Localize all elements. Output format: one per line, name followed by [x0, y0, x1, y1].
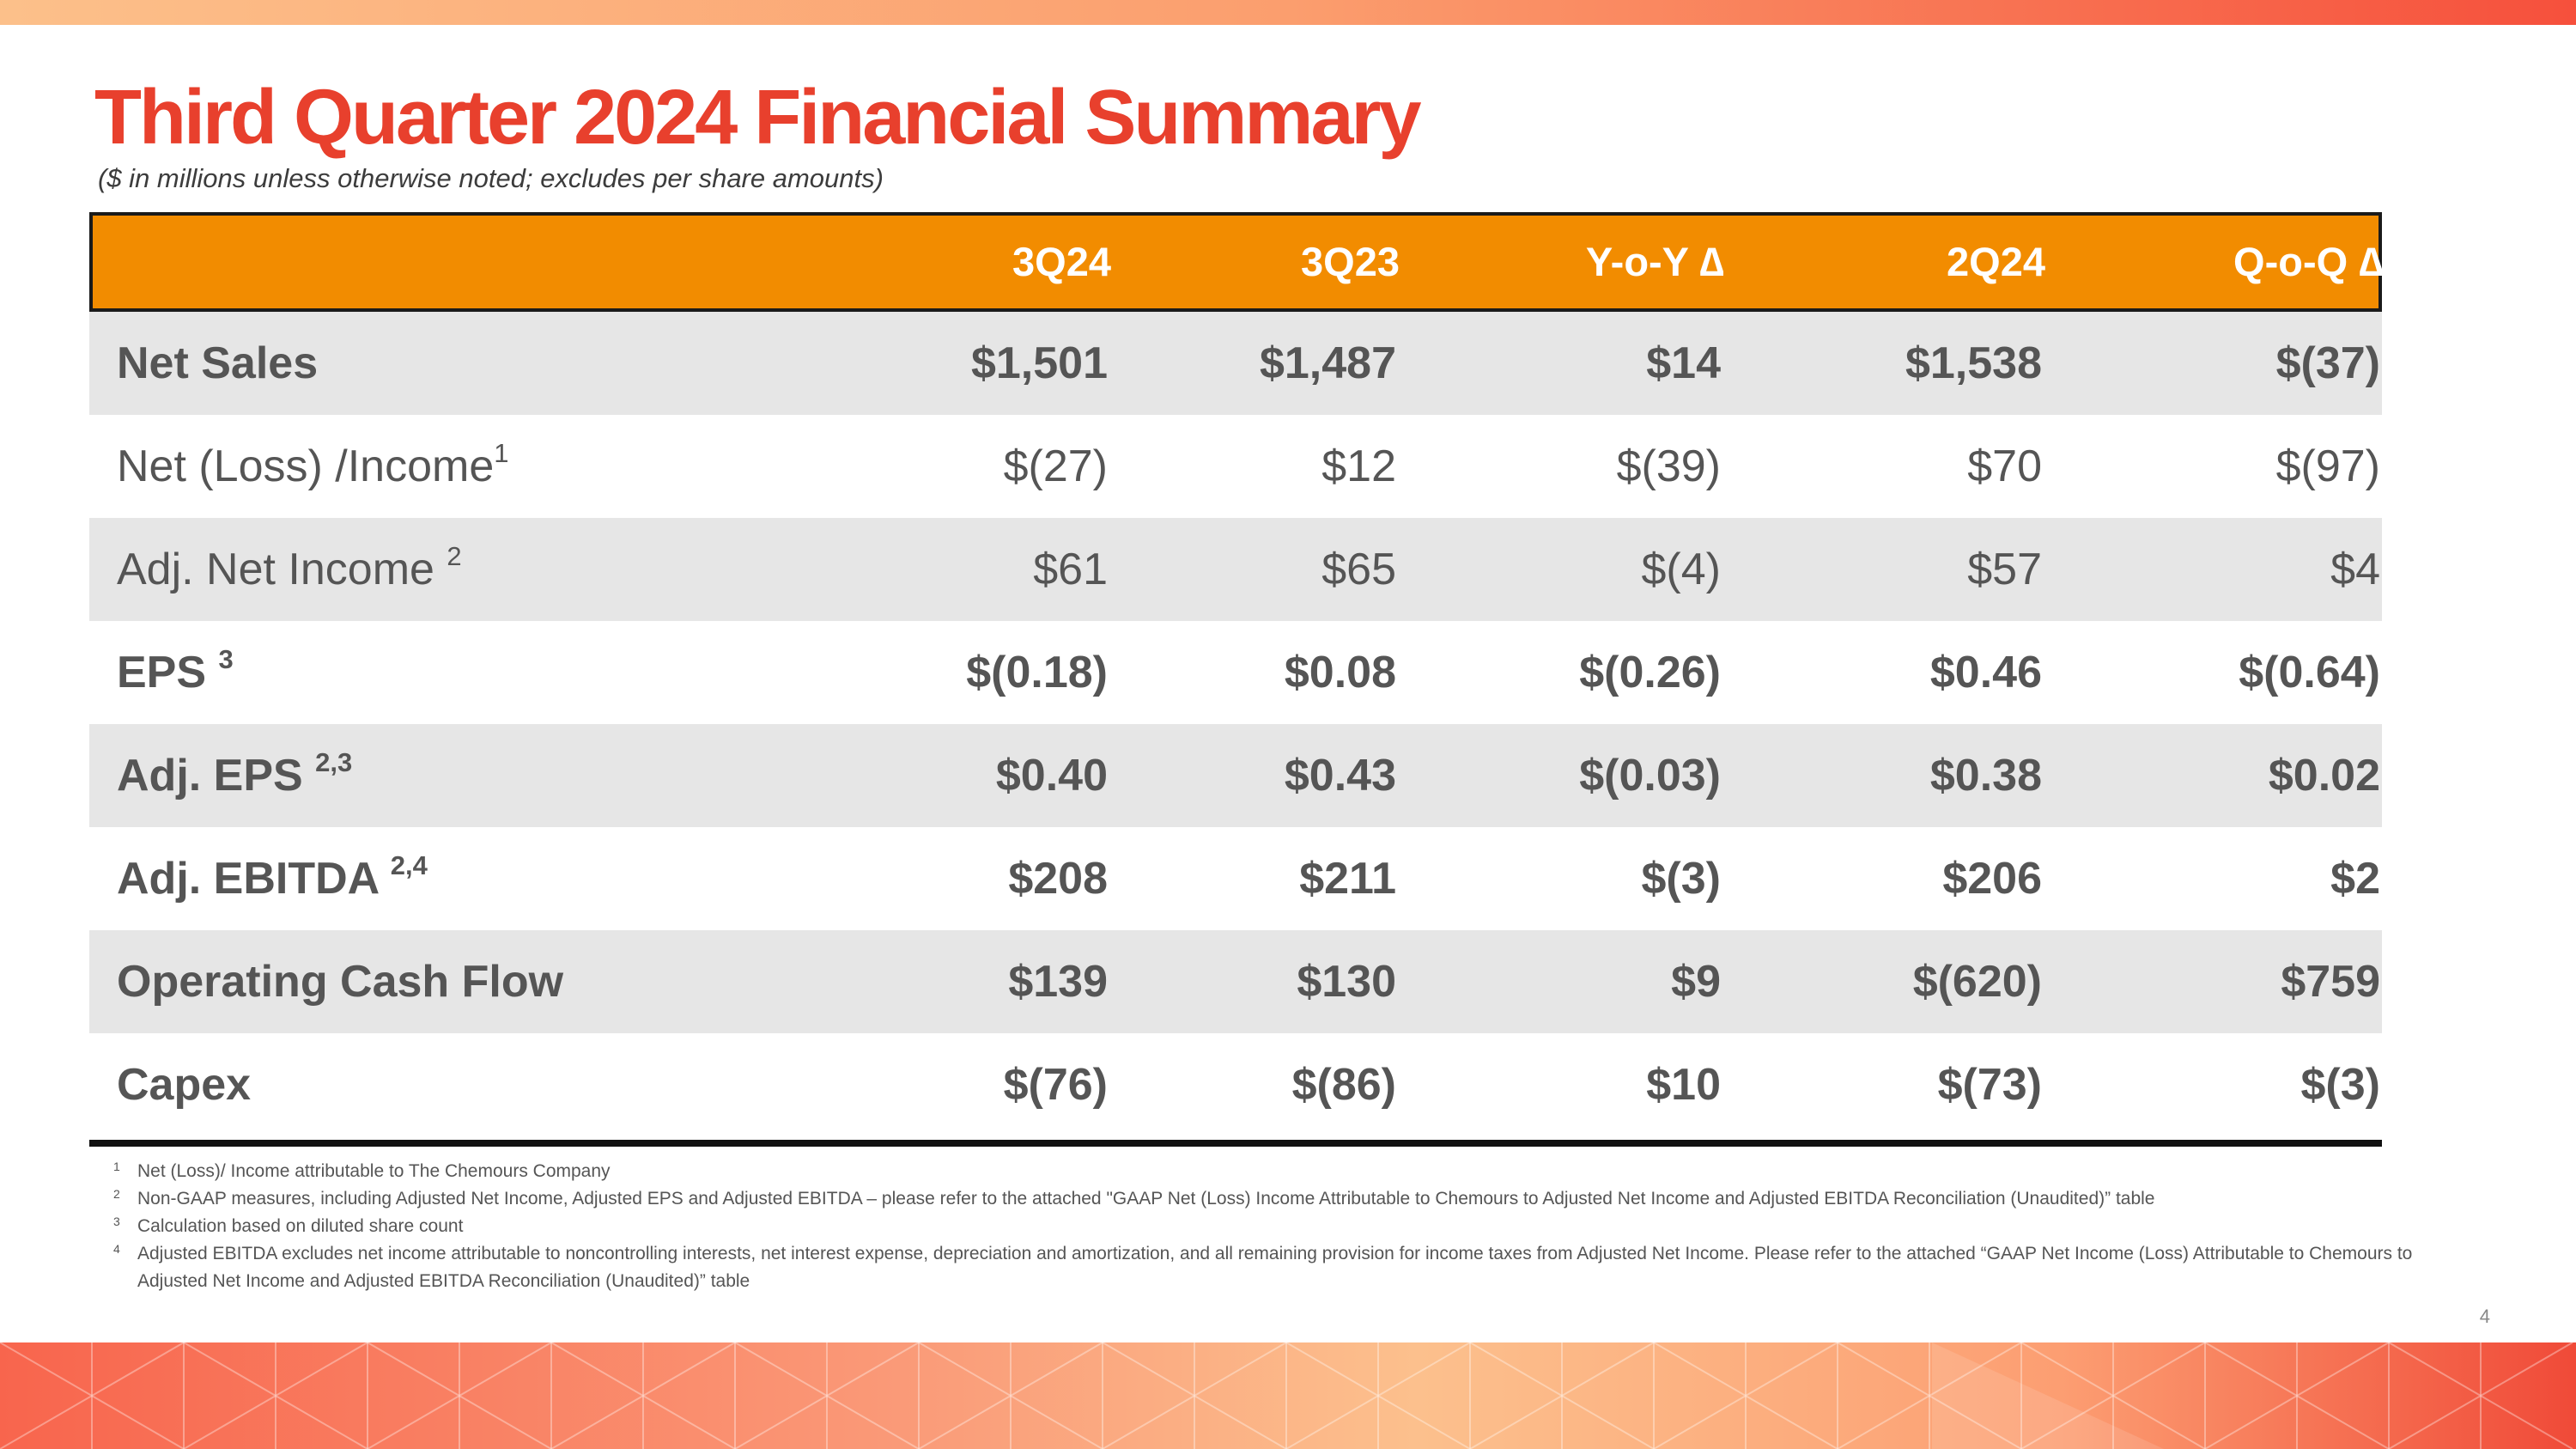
cell-3q23: $12: [1321, 441, 1396, 491]
row-label: Net (Loss) /Income1: [117, 438, 509, 491]
cell-2q24: $57: [1967, 545, 2042, 594]
row-label: Adj. Net Income 2: [117, 541, 462, 594]
footnotes: 1 Net (Loss)/ Income attributable to The…: [113, 1158, 2466, 1295]
table-row-eps: EPS 3 $(0.18) $0.08 $(0.26) $0.46 $(0.64…: [89, 621, 2382, 724]
cell-3q24: $208: [1008, 854, 1108, 904]
cell-yoy: $14: [1646, 338, 1721, 388]
cell-3q24: $61: [1033, 545, 1108, 594]
footnote-number: 1: [113, 1160, 120, 1173]
cell-3q24: $(76): [1003, 1060, 1108, 1110]
cell-2q24: $206: [1942, 854, 2042, 904]
table-row-adj-ebitda: Adj. EBITDA 2,4 $208 $211 $(3) $206 $2: [89, 827, 2382, 930]
cell-3q24: $(27): [1003, 441, 1108, 491]
table-header: 3Q24 3Q23 Y-o-Y ∆ 2Q24 Q-o-Q ∆: [89, 212, 2384, 312]
cell-2q24: $1,538: [1905, 338, 2042, 388]
footnote-text: Net (Loss)/ Income attributable to The C…: [137, 1161, 611, 1181]
footnote-text: Adjusted EBITDA excludes net income attr…: [137, 1244, 2413, 1291]
cell-3q23: $1,487: [1259, 338, 1396, 388]
row-label: Capex: [117, 1060, 252, 1110]
table-row-net-sales: Net Sales $1,501 $1,487 $14 $1,538 $(37): [89, 312, 2382, 415]
cell-3q23: $(86): [1291, 1060, 1396, 1110]
page-number: 4: [2479, 1306, 2490, 1327]
table-bottom-rule: [89, 1140, 2382, 1147]
footnote-3: 3 Calculation based on diluted share cou…: [113, 1213, 2466, 1240]
footnote-number: 2: [113, 1187, 120, 1201]
cell-qoq: $759: [2281, 957, 2380, 1007]
cell-yoy: $10: [1646, 1060, 1721, 1110]
cell-3q24: $0.40: [995, 751, 1108, 801]
cell-yoy: $(3): [1641, 854, 1721, 904]
cell-yoy: $(0.26): [1579, 648, 1721, 697]
cell-3q23: $0.43: [1284, 751, 1396, 801]
column-header-2q24: 2Q24: [1947, 239, 2045, 284]
cell-2q24: $70: [1967, 441, 2042, 491]
cell-yoy: $9: [1671, 957, 1721, 1007]
cell-2q24: $(73): [1937, 1060, 2042, 1110]
column-header-qoq-delta: Q-o-Q ∆: [2233, 239, 2384, 284]
row-label: EPS 3: [117, 644, 234, 697]
cell-3q24: $(0.18): [966, 648, 1108, 697]
cell-yoy: $(0.03): [1579, 751, 1721, 801]
footnote-4: 4 Adjusted EBITDA excludes net income at…: [113, 1240, 2466, 1295]
row-label: Adj. EBITDA 2,4: [117, 850, 428, 904]
footnote-number: 4: [113, 1242, 120, 1256]
table-row-capex: Capex $(76) $(86) $10 $(73) $(3): [89, 1033, 2382, 1136]
table-row-operating-cash-flow: Operating Cash Flow $139 $130 $9 $(620) …: [89, 930, 2382, 1033]
cell-3q24: $1,501: [970, 338, 1108, 388]
row-label: Net Sales: [117, 338, 319, 388]
row-label: Adj. EPS 2,3: [117, 747, 353, 801]
cell-qoq: $(97): [2275, 441, 2380, 491]
top-accent-bar: [0, 0, 2576, 25]
cell-qoq: $(3): [2300, 1060, 2380, 1110]
bottom-decorative-band: [0, 1342, 2576, 1449]
column-header-3q23: 3Q23: [1301, 239, 1400, 284]
column-header-3q24: 3Q24: [1012, 239, 1111, 284]
column-header-yoy-delta: Y-o-Y ∆: [1585, 239, 1724, 284]
cell-qoq: $4: [2330, 545, 2380, 594]
cell-qoq: $0.02: [2268, 751, 2380, 801]
table-row-adj-net-income: Adj. Net Income 2 $61 $65 $(4) $57 $4: [89, 518, 2382, 621]
cell-qoq: $(37): [2275, 338, 2380, 388]
cell-3q24: $139: [1008, 957, 1108, 1007]
footnote-1: 1 Net (Loss)/ Income attributable to The…: [113, 1158, 2466, 1185]
cell-2q24: $(620): [1912, 957, 2042, 1007]
triangle-pattern-graphic: [0, 1342, 2573, 1449]
financial-summary-table: 3Q24 3Q23 Y-o-Y ∆ 2Q24 Q-o-Q ∆ Net Sales…: [89, 212, 2384, 1147]
footnote-number: 3: [113, 1215, 120, 1228]
cell-yoy: $(4): [1641, 545, 1721, 594]
footnote-2: 2 Non-GAAP measures, including Adjusted …: [113, 1185, 2466, 1213]
cell-2q24: $0.38: [1929, 751, 2042, 801]
page-subtitle: ($ in millions unless otherwise noted; e…: [98, 163, 884, 193]
cell-2q24: $0.46: [1929, 648, 2042, 697]
row-label: Operating Cash Flow: [117, 957, 564, 1007]
footnote-text: Calculation based on diluted share count: [137, 1216, 464, 1236]
cell-3q23: $130: [1297, 957, 1396, 1007]
cell-yoy: $(39): [1616, 441, 1721, 491]
cell-qoq: $2: [2330, 854, 2380, 904]
table-row-net-loss-income: Net (Loss) /Income1 $(27) $12 $(39) $70 …: [89, 415, 2382, 518]
table-row-adj-eps: Adj. EPS 2,3 $0.40 $0.43 $(0.03) $0.38 $…: [89, 724, 2382, 827]
footnote-text: Non-GAAP measures, including Adjusted Ne…: [137, 1189, 2155, 1209]
page-title: Third Quarter 2024 Financial Summary: [94, 75, 1422, 161]
cell-3q23: $65: [1321, 545, 1396, 594]
cell-3q23: $211: [1299, 854, 1396, 904]
cell-3q23: $0.08: [1284, 648, 1396, 697]
cell-qoq: $(0.64): [2239, 648, 2380, 697]
